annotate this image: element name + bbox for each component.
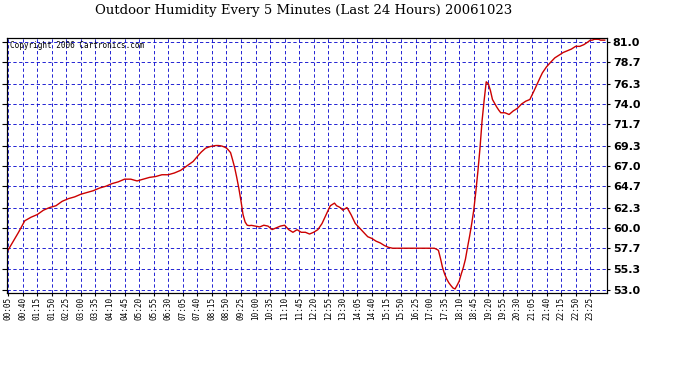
Text: Outdoor Humidity Every 5 Minutes (Last 24 Hours) 20061023: Outdoor Humidity Every 5 Minutes (Last 2…	[95, 4, 512, 17]
Text: Copyright 2006 Cartronics.com: Copyright 2006 Cartronics.com	[10, 41, 144, 50]
